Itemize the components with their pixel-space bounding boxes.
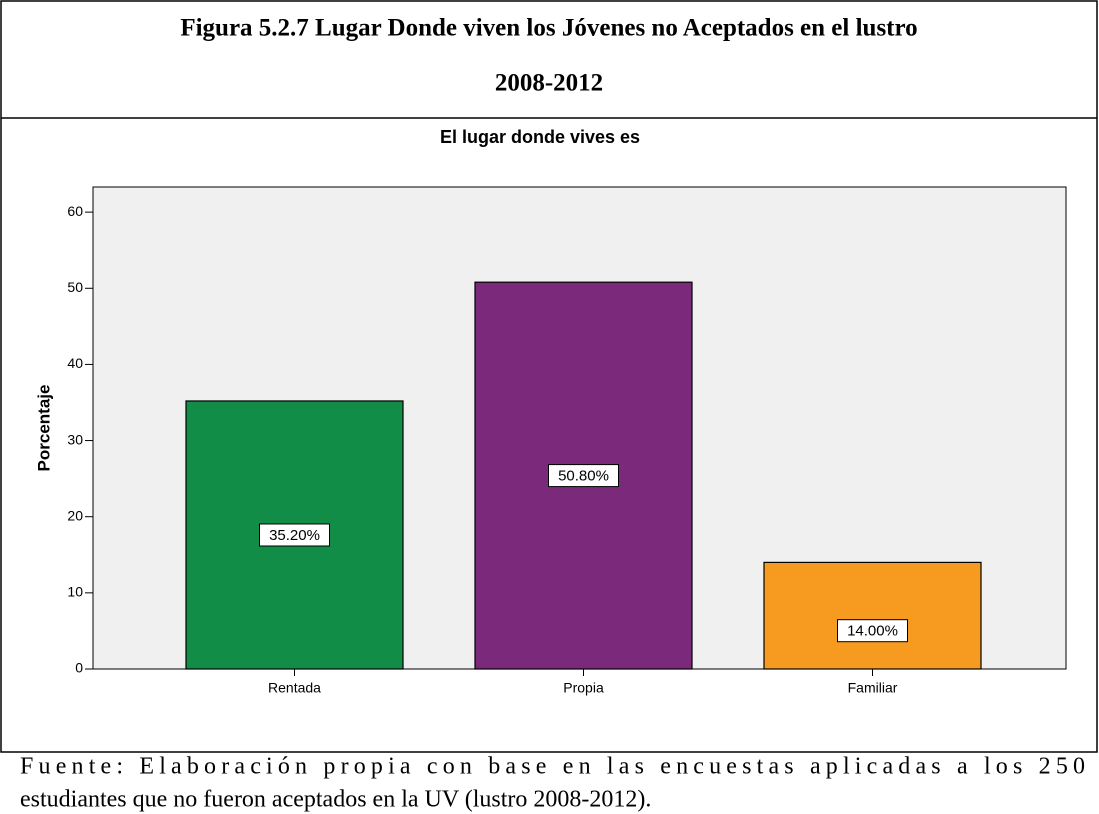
y-tick-label: 20 <box>67 507 83 523</box>
x-tick-label: Propia <box>563 680 604 696</box>
chart-title: El lugar donde vives es <box>440 127 640 147</box>
y-axis-label: Porcentaje <box>34 385 53 472</box>
y-tick-label: 50 <box>67 279 83 295</box>
value-label-box <box>837 619 908 643</box>
value-label-box <box>548 464 619 488</box>
y-tick-label: 30 <box>67 431 83 447</box>
y-tick-label: 0 <box>75 660 83 676</box>
frame <box>0 0 1098 753</box>
value-label: 50.80% <box>558 468 609 485</box>
value-label: 35.20% <box>269 527 320 544</box>
y-tick-label: 60 <box>67 203 83 219</box>
value-label: 14.00% <box>847 623 898 640</box>
y-tick-label: 40 <box>67 355 83 371</box>
footer-line: Fuente: Elaboración propia con base en l… <box>20 754 1085 780</box>
header-line: Figura 5.2.7 Lugar Donde viven los Jóven… <box>180 15 917 42</box>
x-tick-label: Familiar <box>848 680 898 696</box>
footer-line: estudiantes que no fueron aceptados en l… <box>20 787 651 813</box>
value-label-box <box>259 523 330 547</box>
header-line: 2008-2012 <box>495 70 603 97</box>
x-tick-label: Rentada <box>268 680 321 696</box>
y-tick-label: 10 <box>67 584 83 600</box>
bar <box>763 561 982 670</box>
